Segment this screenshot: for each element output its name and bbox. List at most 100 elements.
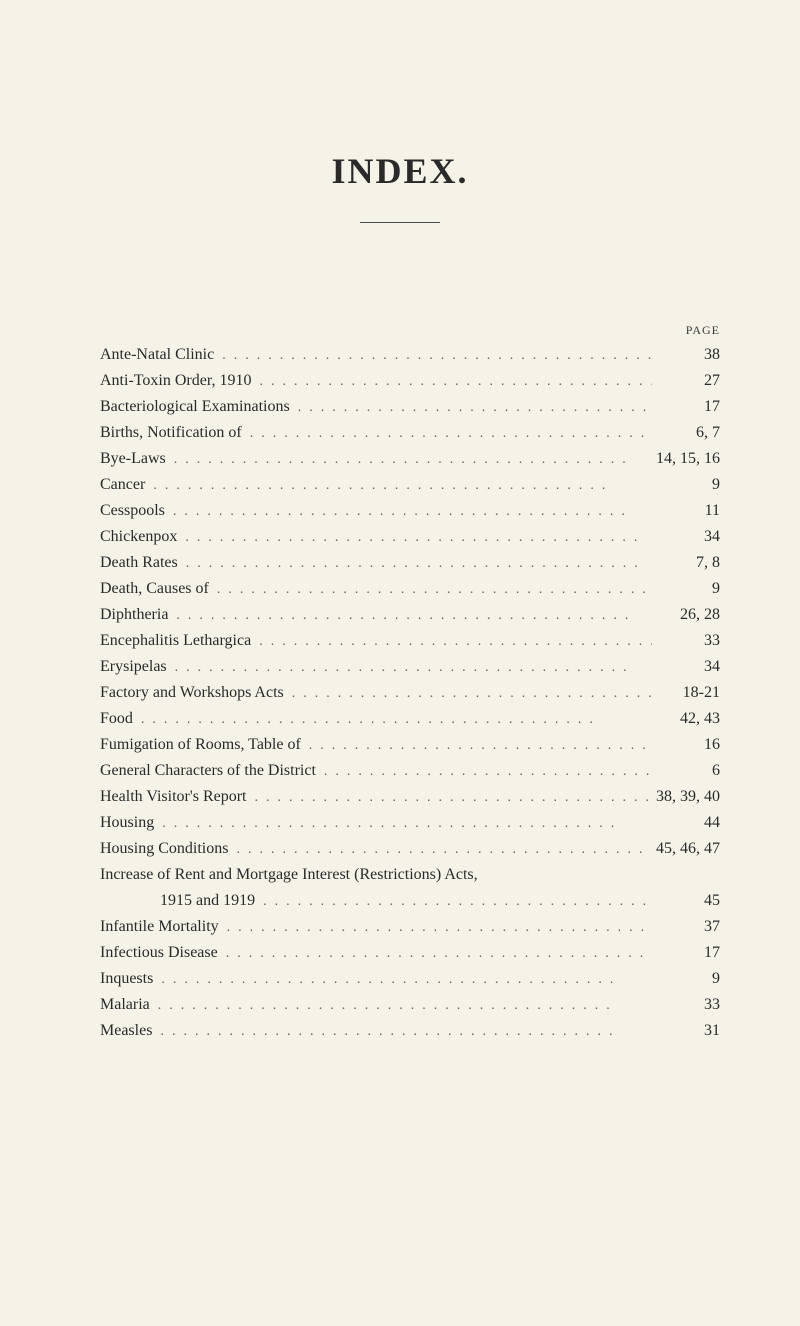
entry-title: Bacteriological Examinations: [100, 398, 290, 416]
index-entry: Bacteriological Examinations............…: [100, 398, 730, 416]
leader-dots: ........................................: [158, 998, 652, 1014]
index-entry: Births, Notification of.................…: [100, 424, 730, 442]
leader-dots: ........................................: [162, 816, 652, 832]
leader-dots: ........................................: [176, 608, 652, 624]
index-entry: Infectious Disease......................…: [100, 944, 730, 962]
index-title: INDEX.: [70, 150, 730, 192]
index-entry: Encephalitis Lethargica.................…: [100, 632, 730, 650]
entry-title: Erysipelas: [100, 658, 167, 676]
leader-dots: ........................................: [174, 452, 648, 468]
leader-dots: ........................................: [222, 348, 652, 364]
entry-page-number: 18-21: [660, 684, 730, 702]
entry-title: Encephalitis Lethargica: [100, 632, 251, 650]
leader-dots: ........................................: [324, 764, 652, 780]
entry-page-number: 34: [660, 528, 730, 546]
index-entry: 1915 and 1919...........................…: [100, 892, 730, 910]
entry-page-number: 9: [660, 580, 730, 598]
index-entry: Infantile Mortality.....................…: [100, 918, 730, 936]
leader-dots: ........................................: [160, 1024, 652, 1040]
entry-title: Fumigation of Rooms, Table of: [100, 736, 301, 754]
entry-title: Infantile Mortality: [100, 918, 219, 936]
entry-page-number: 33: [660, 996, 730, 1014]
leader-dots: ........................................: [141, 712, 652, 728]
entry-page-number: 16: [660, 736, 730, 754]
index-entry: Bye-Laws................................…: [100, 450, 730, 468]
index-entry: Housing.................................…: [100, 814, 730, 832]
entry-title: Health Visitor's Report: [100, 788, 247, 806]
index-entry: Death Rates.............................…: [100, 554, 730, 572]
entry-title: Births, Notification of: [100, 424, 242, 442]
leader-dots: ........................................: [217, 582, 652, 598]
leader-dots: ........................................: [153, 478, 652, 494]
entry-title: General Characters of the District: [100, 762, 316, 780]
entry-title: 1915 and 1919: [100, 892, 255, 910]
leader-dots: ........................................: [175, 660, 652, 676]
entry-page-number: 45: [660, 892, 730, 910]
leader-dots: ........................................: [309, 738, 652, 754]
entry-page-number: 31: [660, 1022, 730, 1040]
leader-dots: ........................................: [185, 530, 652, 546]
entry-page-number: 37: [660, 918, 730, 936]
entry-page-number: 42, 43: [660, 710, 730, 728]
entry-title: Diphtheria: [100, 606, 168, 624]
title-divider: [360, 222, 440, 223]
entry-page-number: 33: [660, 632, 730, 650]
entry-title: Housing Conditions: [100, 840, 228, 858]
entry-title: Malaria: [100, 996, 150, 1014]
entry-page-number: 38, 39, 40: [656, 788, 730, 806]
entry-page-number: 9: [660, 970, 730, 988]
index-entry: Housing Conditions......................…: [100, 840, 730, 858]
entry-title: Death Rates: [100, 554, 178, 572]
index-entry: Measles.................................…: [100, 1022, 730, 1040]
index-list: Ante-Natal Clinic.......................…: [70, 346, 730, 1040]
entry-page-number: 38: [660, 346, 730, 364]
index-entry: Ante-Natal Clinic.......................…: [100, 346, 730, 364]
entry-title: Housing: [100, 814, 154, 832]
entry-title: Cesspools: [100, 502, 165, 520]
index-entry: Increase of Rent and Mortgage Interest (…: [100, 866, 730, 884]
entry-title: Food: [100, 710, 133, 728]
entry-page-number: 7, 8: [660, 554, 730, 572]
entry-page-number: 6, 7: [660, 424, 730, 442]
index-entry: Inquests................................…: [100, 970, 730, 988]
leader-dots: ........................................: [298, 400, 652, 416]
index-entry: Food....................................…: [100, 710, 730, 728]
entry-page-number: 44: [660, 814, 730, 832]
leader-dots: ........................................: [173, 504, 652, 520]
entry-page-number: 17: [660, 398, 730, 416]
leader-dots: ........................................: [263, 894, 652, 910]
index-entry: General Characters of the District......…: [100, 762, 730, 780]
entry-page-number: 17: [660, 944, 730, 962]
index-entry: Chickenpox..............................…: [100, 528, 730, 546]
leader-dots: ........................................: [250, 426, 652, 442]
entry-page-number: 11: [660, 502, 730, 520]
index-entry: Malaria.................................…: [100, 996, 730, 1014]
entry-page-number: 6: [660, 762, 730, 780]
entry-title: Cancer: [100, 476, 145, 494]
entry-title: Increase of Rent and Mortgage Interest (…: [100, 866, 478, 884]
entry-title: Inquests: [100, 970, 153, 988]
entry-title: Anti-Toxin Order, 1910: [100, 372, 252, 390]
entry-page-number: 26, 28: [660, 606, 730, 624]
entry-page-number: 34: [660, 658, 730, 676]
entry-title: Death, Causes of: [100, 580, 209, 598]
leader-dots: ........................................: [186, 556, 652, 572]
entry-page-number: 9: [660, 476, 730, 494]
leader-dots: ........................................: [259, 634, 652, 650]
index-entry: Anti-Toxin Order, 1910..................…: [100, 372, 730, 390]
leader-dots: ........................................: [227, 920, 652, 936]
entry-title: Infectious Disease: [100, 944, 218, 962]
leader-dots: ........................................: [226, 946, 652, 962]
entry-page-number: 27: [660, 372, 730, 390]
leader-dots: ........................................: [236, 842, 648, 858]
index-entry: Death, Causes of........................…: [100, 580, 730, 598]
index-entry: Diphtheria..............................…: [100, 606, 730, 624]
index-entry: Erysipelas..............................…: [100, 658, 730, 676]
index-entry: Cancer..................................…: [100, 476, 730, 494]
index-entry: Cesspools...............................…: [100, 502, 730, 520]
entry-title: Chickenpox: [100, 528, 177, 546]
leader-dots: ........................................: [161, 972, 652, 988]
entry-page-number: 14, 15, 16: [656, 450, 730, 468]
entry-title: Ante-Natal Clinic: [100, 346, 214, 364]
index-entry: Health Visitor's Report.................…: [100, 788, 730, 806]
